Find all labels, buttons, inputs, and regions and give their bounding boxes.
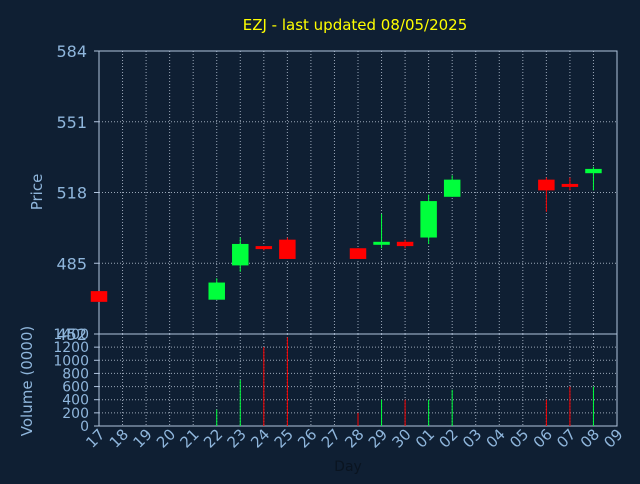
candle-01	[420, 194, 437, 244]
price-axis-label: Price	[28, 174, 46, 211]
x-tick-label-21: 21	[177, 425, 203, 451]
candle-body-07	[561, 183, 579, 187]
candle-02	[443, 175, 461, 197]
x-tick-label-07: 07	[553, 425, 579, 451]
x-tick-label-08: 08	[577, 425, 603, 451]
x-tick-label-24: 24	[247, 425, 273, 451]
chart-title: EZJ - last updated 08/05/2025	[243, 16, 468, 34]
price-panel: 452 485 518 551 584	[56, 42, 618, 344]
volume-tick-label-400: 400	[62, 393, 89, 409]
candle-body-29	[373, 241, 390, 245]
x-tick-label-06: 06	[530, 425, 556, 451]
candle-body-08	[585, 168, 602, 174]
candle-body-25	[279, 239, 296, 259]
x-tick-label-03: 03	[459, 425, 485, 451]
x-axis-label: Day	[334, 459, 362, 475]
volume-axis-label: Volume (0000)	[18, 326, 36, 436]
x-tick-label-23: 23	[224, 425, 250, 451]
x-tick-label-22: 22	[200, 425, 226, 451]
x-tick-label-19: 19	[129, 425, 155, 451]
volume-tick-label-800: 800	[62, 366, 89, 382]
x-tick-label-27: 27	[318, 425, 344, 451]
x-tick-label-30: 30	[388, 425, 414, 451]
x-tick-label-29: 29	[365, 425, 391, 451]
candle-24	[255, 246, 273, 251]
volume-tick-label-1200: 1200	[53, 340, 89, 356]
price-tick-label-485: 485	[56, 254, 87, 273]
price-tick-label-551: 551	[56, 113, 87, 132]
x-tick-label-20: 20	[153, 425, 179, 451]
price-tick-label-452: 452	[56, 325, 87, 344]
candle-22	[208, 278, 225, 300]
x-tick-label-09: 09	[600, 425, 626, 451]
candle-body-06	[538, 179, 555, 191]
candle-body-22	[208, 282, 225, 300]
candle-07	[561, 177, 579, 191]
candle-body-17	[90, 291, 108, 302]
price-tick-label-584: 584	[56, 42, 87, 61]
volume-tick-label-600: 600	[62, 380, 89, 396]
x-tick-labels: 1718192021222324252627282930010203040506…	[82, 425, 626, 451]
x-tick-label-02: 02	[436, 425, 462, 451]
volume-tick-label-200: 200	[62, 406, 89, 422]
candle-30	[396, 239, 414, 249]
x-tick-label-28: 28	[341, 425, 367, 451]
x-tick-label-25: 25	[271, 425, 297, 451]
candle-23	[232, 237, 249, 272]
x-tick-label-01: 01	[412, 425, 438, 451]
candle-06	[538, 177, 555, 212]
candle-28	[349, 248, 367, 259]
x-tick-label-26: 26	[294, 425, 320, 451]
x-tick-label-05: 05	[506, 425, 532, 451]
candle-body-24	[255, 246, 273, 250]
price-tick-label-518: 518	[56, 184, 87, 203]
candle-body-30	[396, 241, 414, 247]
volume-tick-label-0: 0	[80, 419, 89, 435]
candle-body-23	[232, 243, 249, 266]
volume-tick-label-1400: 1400	[53, 327, 89, 343]
candle-08	[585, 166, 602, 191]
candle-25	[279, 237, 296, 259]
candle-body-28	[349, 248, 367, 259]
volume-tick-label-1000: 1000	[53, 353, 89, 369]
candle-body-02	[443, 179, 461, 197]
candle-body-01	[420, 201, 437, 238]
x-tick-label-18: 18	[106, 425, 132, 451]
candle-17	[90, 291, 108, 302]
candle-29	[373, 213, 390, 249]
x-tick-label-04: 04	[483, 425, 509, 451]
